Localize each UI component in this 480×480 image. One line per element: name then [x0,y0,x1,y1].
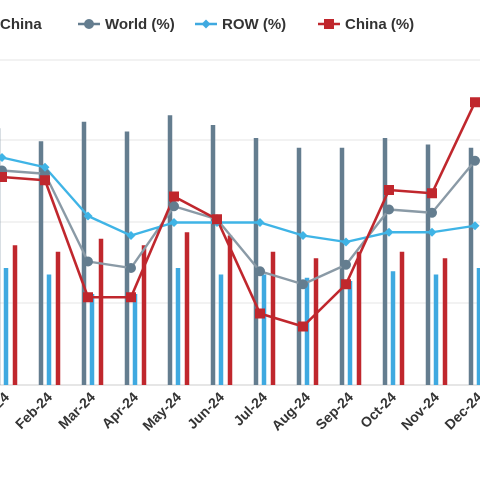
bar-world-feb-24 [38,141,44,385]
bar-row-nov-24 [433,274,439,385]
line-series-group [0,97,480,332]
bar-world-nov-24 [425,144,431,385]
bar-row-may-24 [175,268,181,385]
legend: China World (%) ROW (%) China (%) [0,16,414,33]
bar-world-dec-24 [468,147,474,385]
x-tick-label: Apr-24 [98,389,141,432]
x-tick-label: Dec-24 [441,389,480,433]
bar-world-apr-24 [124,131,130,385]
x-tick-label: Mar-24 [55,389,98,432]
marker-row-mar-24 [83,211,93,221]
bar-china-jun-24 [227,235,233,385]
marker-world-mar-24 [83,256,93,267]
bar-row-apr-24 [132,294,138,385]
legend-label: China (%) [345,16,414,33]
x-tick-label: Sep-24 [312,389,356,433]
legend-circle-marker [84,19,94,29]
marker-world-apr-24 [126,263,136,273]
marker-world-aug-24 [298,279,308,290]
legend-item-china[interactable]: China (%) [318,16,414,33]
marker-world-dec-24 [470,155,480,166]
marker-row-sep-24 [341,237,351,247]
bar-row-jun-24 [218,274,224,385]
marker-row-may-24 [169,218,179,227]
legend-label: China [0,16,42,33]
legend-item-world[interactable]: World (%) [78,16,175,33]
marker-china-may-24 [169,191,179,202]
bar-china-feb-24 [55,251,61,385]
marker-world-oct-24 [384,204,394,215]
marker-china-apr-24 [126,292,136,303]
bar-series-group [0,115,480,385]
bar-china-jan-24 [12,245,18,385]
marker-row-jan-24 [0,153,7,162]
bar-row-mar-24 [89,294,95,385]
marker-row-jul-24 [255,218,265,227]
bar-row-dec-24 [476,268,480,385]
x-tick-label: Nov-24 [398,389,442,433]
legend-item-china[interactable]: China [0,16,42,33]
legend-item-row[interactable]: ROW (%) [195,16,286,33]
x-tick-label: Aug-24 [268,389,313,434]
bar-row-jan-24 [3,268,9,385]
marker-world-nov-24 [427,207,437,218]
marker-china-feb-24 [40,175,50,186]
marker-world-jul-24 [255,266,265,277]
legend-label: World (%) [105,16,175,33]
bar-china-nov-24 [442,258,448,385]
marker-china-nov-24 [427,188,437,199]
x-tick-label: Jul-24 [230,389,270,429]
x-tick-label: Oct-24 [357,389,399,431]
marker-china-aug-24 [298,321,308,332]
marker-row-oct-24 [384,227,394,237]
line-china [1,101,477,328]
legend-diamond-marker [201,19,211,29]
bar-china-oct-24 [399,251,405,385]
marker-china-dec-24 [470,97,480,108]
line-row [1,156,476,244]
marker-china-jan-24 [0,172,7,182]
bar-row-jul-24 [261,274,267,385]
marker-china-jun-24 [212,214,222,225]
x-tick-label: Jan-24 [0,389,12,432]
bar-world-may-24 [167,115,173,385]
bar-china-apr-24 [141,245,147,385]
marker-row-feb-24 [40,162,50,172]
marker-row-aug-24 [298,231,308,240]
legend-label: ROW (%) [222,16,286,33]
marker-row-apr-24 [126,231,136,240]
bar-china-aug-24 [313,258,319,385]
bar-row-feb-24 [46,274,52,385]
bar-china-mar-24 [98,238,104,385]
legend-square-marker [324,19,334,29]
marker-china-oct-24 [384,185,394,195]
x-tick-label: May-24 [139,389,184,434]
bar-world-oct-24 [382,138,388,385]
marker-world-sep-24 [341,259,351,270]
marker-world-may-24 [169,201,179,212]
marker-china-jul-24 [255,308,265,319]
bar-china-sep-24 [356,251,362,385]
marker-china-mar-24 [83,292,93,303]
bar-row-oct-24 [390,271,396,385]
marker-china-sep-24 [341,279,351,290]
bar-row-sep-24 [347,281,353,385]
line-world [1,159,476,286]
x-tick-label: Jun-24 [184,389,227,432]
bar-world-aug-24 [296,147,302,385]
x-tick-label: Feb-24 [12,389,55,432]
bar-world-jun-24 [210,125,216,385]
marker-row-nov-24 [427,227,437,237]
bar-world-jul-24 [253,138,259,385]
bar-china-may-24 [184,232,190,385]
marker-row-dec-24 [470,221,480,231]
